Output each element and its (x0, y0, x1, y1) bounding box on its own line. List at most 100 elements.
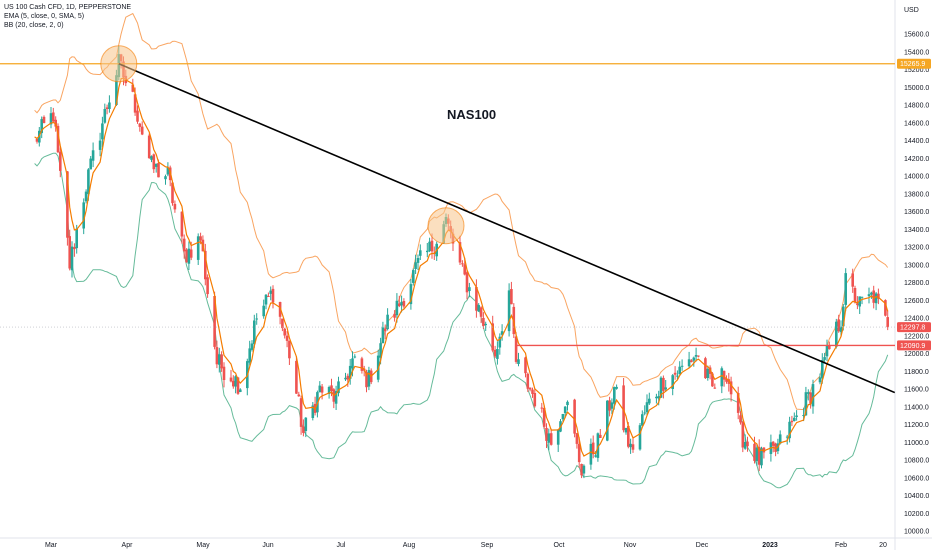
candle-body (545, 427, 548, 441)
candle (416, 254, 420, 270)
candle (582, 464, 586, 479)
candle-body (631, 444, 635, 450)
candle (795, 410, 798, 421)
candle (851, 268, 854, 293)
candle-body (680, 365, 684, 367)
candle-body (157, 162, 160, 178)
y-tick-label: 14400.0 (904, 138, 929, 145)
candle (713, 383, 717, 389)
candle-body (648, 398, 651, 404)
candle (152, 153, 156, 173)
candle-body (131, 84, 135, 92)
candle (556, 429, 560, 452)
candle-body (367, 370, 371, 387)
candle (239, 388, 242, 393)
bb-upper-line (34, 12, 889, 411)
y-tick-label: 11400.0 (904, 404, 929, 411)
candle (327, 385, 331, 399)
candle (507, 283, 511, 337)
candle-body (657, 396, 660, 399)
candle-body (318, 385, 322, 393)
candle (297, 391, 301, 397)
candle (458, 235, 462, 265)
candle (528, 387, 532, 392)
candle-body (101, 123, 104, 140)
candle (720, 366, 724, 394)
candle-body (281, 318, 284, 329)
legend-bb[interactable]: BB (20, close, 2, 0) (4, 22, 64, 29)
candle-body (704, 358, 707, 379)
candle-body (430, 240, 434, 252)
candle-body (645, 402, 649, 413)
candle (573, 398, 576, 438)
candle (468, 282, 471, 298)
candle-body (297, 394, 301, 397)
y-tick-label: 13000.0 (904, 262, 929, 269)
candle (867, 287, 871, 304)
candle-body (84, 191, 88, 202)
candle-body (729, 381, 733, 395)
candle (729, 376, 733, 402)
candle-body (182, 238, 186, 252)
candle-body (757, 447, 761, 465)
candle (722, 370, 726, 387)
time-axis[interactable]: Mar Apr May Jun Jul Aug Sep Oct Nov Dec 2023 Feb 20 (45, 542, 887, 549)
legend-ema[interactable]: EMA (5, close, 0, SMA, 5) (4, 13, 85, 20)
candle (42, 115, 46, 124)
candle-body (426, 250, 429, 253)
candle (187, 241, 191, 270)
candle-body (556, 429, 560, 445)
candle (517, 352, 520, 367)
y-tick-label: 10000.0 (904, 529, 929, 536)
price-axis[interactable]: USD 15600.0 15400.0 15200.0 15000.0 14800.0 1… (904, 7, 929, 536)
candle (736, 386, 740, 420)
candle-body (507, 290, 511, 332)
candle-body (886, 317, 889, 328)
candle (269, 286, 272, 301)
y-tick-label: 13400.0 (904, 227, 929, 234)
candle-body (867, 294, 871, 297)
candle-body (105, 107, 109, 109)
candle (475, 279, 478, 318)
candle (166, 162, 170, 177)
candle-body (615, 386, 618, 389)
candle (788, 416, 791, 443)
candle-body (395, 300, 399, 316)
candle-body (771, 441, 775, 446)
candle-body (89, 158, 92, 170)
candle (643, 405, 646, 416)
candle-body (853, 288, 857, 303)
candle (105, 104, 109, 115)
candle (778, 430, 782, 445)
candle-body (271, 288, 275, 303)
candle (68, 229, 71, 271)
legend-symbol[interactable]: US 100 Cash CFD, 1D, PEPPERSTONE (4, 4, 132, 11)
candle-body (35, 138, 39, 142)
candle-body (778, 434, 782, 444)
candle-body (526, 373, 530, 389)
candle-body (288, 340, 291, 359)
candle (479, 306, 483, 324)
candle-body (220, 354, 223, 369)
candle-body (828, 345, 831, 350)
candle-body (353, 356, 357, 358)
candle (809, 392, 812, 409)
candle (220, 351, 223, 372)
candle-body (52, 112, 55, 122)
candle (514, 332, 518, 364)
candle-body (627, 425, 630, 447)
trendline[interactable] (118, 62, 896, 394)
candle (52, 107, 55, 123)
candle-body (304, 417, 308, 431)
candle (285, 331, 289, 348)
y-tick-label: 11000.0 (904, 440, 929, 447)
y-tick-label: 13800.0 (904, 191, 929, 198)
candle-body (835, 321, 838, 347)
candle (746, 436, 749, 452)
candle-body (760, 448, 763, 466)
candle-body (285, 335, 289, 341)
candle-body (150, 156, 153, 160)
candle (496, 341, 499, 365)
y-tick-label: 11200.0 (904, 422, 929, 429)
